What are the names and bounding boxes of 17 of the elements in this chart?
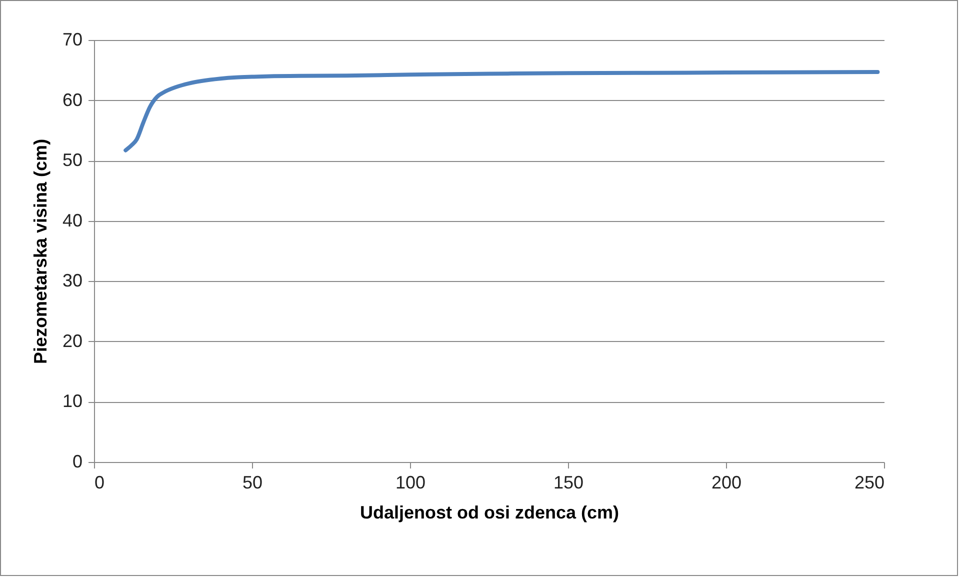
x-tick-label: 150 [553,472,584,492]
y-tick-label: 30 [62,270,82,291]
x-tick-label: 200 [711,472,742,492]
y-tick-label: 60 [62,90,82,110]
y-tick-label: 10 [62,391,82,412]
x-axis-title: Udaljenost od osi zdenca (cm) [360,502,620,522]
y-tick-label: 70 [62,30,82,50]
y-tick-label: 40 [62,210,82,230]
y-tick-label: 20 [62,330,82,351]
y-axis-title: Piezometarska visina (cm) [30,138,50,364]
y-tick-label: 50 [62,150,82,170]
x-tick-label: 250 [854,472,884,492]
y-tick-label: 0 [72,452,82,472]
line-series [124,70,880,152]
x-tick-label: 0 [94,472,105,492]
x-tick-label: 100 [395,472,426,492]
x-tick-label: 50 [242,472,263,492]
